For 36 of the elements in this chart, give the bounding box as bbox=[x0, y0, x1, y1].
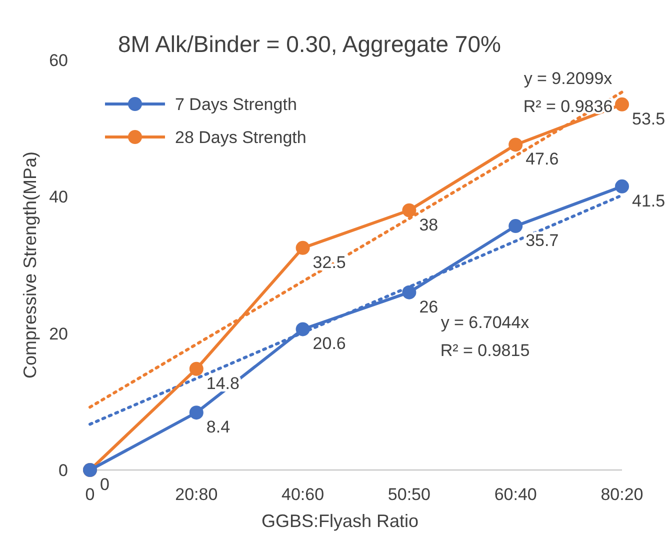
y-tick-label: 0 bbox=[58, 461, 68, 480]
data-label: 41.5 bbox=[632, 191, 665, 210]
point bbox=[615, 97, 629, 112]
y-tick-label: 20 bbox=[49, 324, 68, 344]
y-tick-label: 60 bbox=[49, 51, 68, 70]
point bbox=[189, 362, 204, 376]
point bbox=[402, 203, 416, 218]
point bbox=[508, 138, 523, 152]
annotation: R² = 0.9815 bbox=[440, 341, 530, 360]
point bbox=[189, 406, 204, 420]
data-label: 53.5 bbox=[632, 109, 665, 128]
data-label: 35.7 bbox=[526, 231, 559, 250]
x-tick-label: 60:40 bbox=[494, 485, 537, 504]
point bbox=[615, 179, 629, 194]
data-label: 26 bbox=[419, 297, 438, 316]
annotation: y = 6.7044x bbox=[440, 313, 530, 332]
x-tick-label: 40:60 bbox=[282, 485, 324, 504]
x-tick-label: 50:50 bbox=[388, 485, 430, 504]
point bbox=[296, 322, 310, 336]
x-tick-label: 20:80 bbox=[175, 485, 218, 504]
annotation: y = 9.2099x bbox=[524, 69, 613, 88]
legend-label: 28 Days Strength bbox=[175, 128, 306, 147]
data-label: 47.6 bbox=[526, 150, 559, 169]
legend-label: 7 Days Strength bbox=[175, 95, 297, 114]
point bbox=[296, 240, 310, 255]
y-axis-title: Compressive Strength(MPa) bbox=[20, 151, 40, 379]
point bbox=[402, 285, 416, 300]
chart-title: 8M Alk/Binder = 0.30, Aggregate 70% bbox=[118, 31, 501, 57]
x-tick-label: 80:20 bbox=[600, 485, 644, 504]
y-tick-label: 40 bbox=[49, 188, 68, 207]
data-label: 8.4 bbox=[206, 418, 230, 437]
point bbox=[508, 219, 523, 234]
x-axis-title: GGBS:Flyash Ratio bbox=[261, 511, 419, 531]
x-tick-label: 0 bbox=[85, 485, 95, 504]
data-label: 20.6 bbox=[312, 334, 346, 354]
data-label: 38 bbox=[419, 215, 438, 234]
